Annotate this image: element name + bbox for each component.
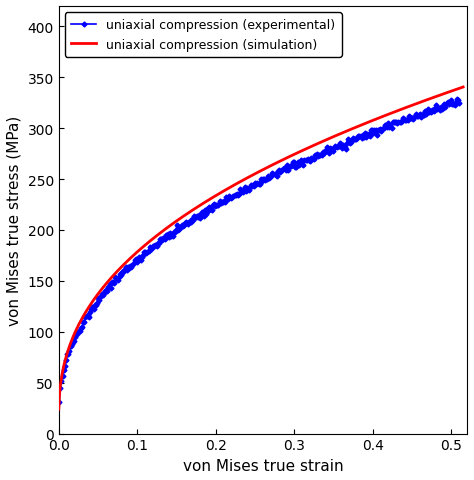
uniaxial compression (experimental) xyxy=(292,165,298,170)
uniaxial compression (simulation) xyxy=(360,122,366,128)
uniaxial compression (experimental) xyxy=(439,107,445,113)
uniaxial compression (experimental) xyxy=(454,97,460,103)
uniaxial compression (simulation) xyxy=(239,179,245,184)
uniaxial compression (experimental) xyxy=(451,102,456,108)
uniaxial compression (experimental) xyxy=(270,171,275,177)
uniaxial compression (experimental) xyxy=(456,101,462,107)
Legend: uniaxial compression (experimental), uniaxial compression (simulation): uniaxial compression (experimental), uni… xyxy=(65,13,342,58)
uniaxial compression (simulation) xyxy=(326,136,332,142)
uniaxial compression (simulation) xyxy=(56,407,62,412)
Y-axis label: von Mises true stress (MPa): von Mises true stress (MPa) xyxy=(7,115,22,325)
X-axis label: von Mises true strain: von Mises true strain xyxy=(182,458,343,473)
uniaxial compression (simulation) xyxy=(460,85,466,91)
uniaxial compression (experimental) xyxy=(163,233,169,239)
uniaxial compression (simulation) xyxy=(160,228,165,234)
uniaxial compression (experimental) xyxy=(241,187,246,192)
Line: uniaxial compression (experimental): uniaxial compression (experimental) xyxy=(57,98,461,404)
uniaxial compression (experimental) xyxy=(56,399,62,405)
uniaxial compression (simulation) xyxy=(294,151,300,156)
Line: uniaxial compression (simulation): uniaxial compression (simulation) xyxy=(59,88,463,409)
uniaxial compression (simulation) xyxy=(128,256,133,262)
